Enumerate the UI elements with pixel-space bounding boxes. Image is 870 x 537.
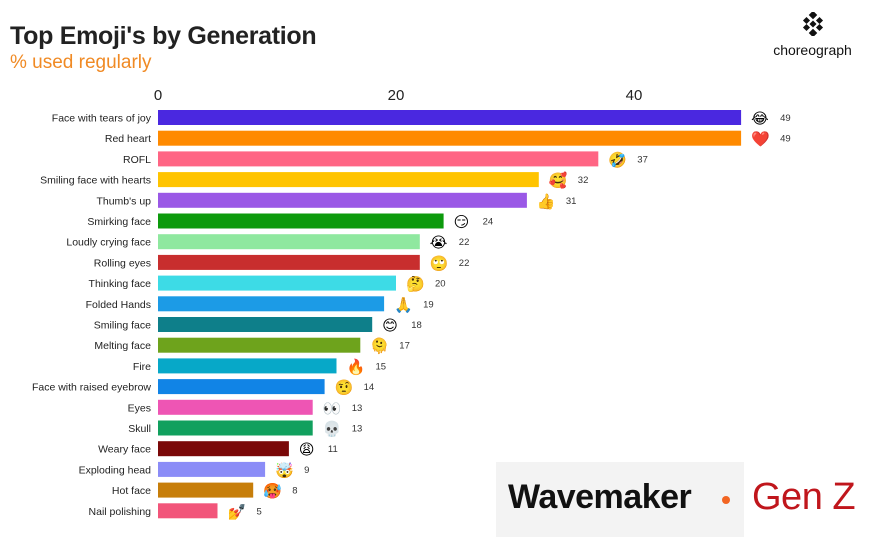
value-label: 24	[483, 217, 494, 228]
bar	[158, 213, 444, 229]
category-label: ROFL	[123, 154, 151, 166]
value-label: 13	[352, 403, 363, 414]
category-label: Weary face	[98, 444, 151, 456]
chart-title: Top Emoji's by Generation	[10, 22, 317, 50]
value-label: 17	[399, 341, 410, 352]
category-label: Face with raised eyebrow	[32, 382, 151, 394]
category-label: Smiling face with hearts	[40, 175, 151, 187]
emoji-icon: 😊	[382, 317, 398, 335]
bar	[158, 151, 599, 167]
value-label: 49	[780, 113, 791, 124]
value-label: 13	[352, 424, 363, 435]
emoji-icon: 🙏	[394, 296, 413, 314]
emoji-icon: 🙄	[430, 254, 449, 272]
category-label: Nail polishing	[89, 506, 152, 518]
category-label: Smirking face	[87, 216, 151, 228]
bar	[158, 399, 313, 415]
emoji-icon: 🤯	[275, 461, 294, 479]
bar	[158, 296, 385, 312]
category-label: Hot face	[112, 485, 151, 497]
bar	[158, 420, 313, 436]
emoji-icon: 😭	[430, 234, 448, 252]
value-label: 11	[328, 444, 338, 455]
emoji-icon: 👍	[537, 192, 556, 210]
wavemaker-logo: Wavemaker	[496, 462, 744, 537]
bar	[158, 358, 337, 374]
choreograph-logo: choreograph	[765, 10, 860, 58]
bar	[158, 379, 325, 395]
bar	[158, 503, 218, 519]
category-label: Melting face	[94, 340, 151, 352]
bar	[158, 317, 373, 332]
chart-subtitle: % used regularly	[10, 52, 152, 73]
emoji-icon: 😂	[751, 110, 769, 128]
category-label: Face with tears of joy	[52, 113, 152, 125]
emoji-icon: 💀	[323, 420, 342, 438]
generation-label: Gen Z	[752, 476, 856, 518]
emoji-icon: 🥰	[549, 171, 568, 190]
category-label: Thumb's up	[96, 195, 151, 207]
category-label: Red heart	[105, 133, 151, 145]
bar	[158, 275, 396, 291]
emoji-icon: 🤔	[406, 275, 425, 293]
category-label: Exploding head	[79, 464, 152, 476]
value-label: 20	[435, 279, 446, 290]
value-label: 19	[423, 299, 434, 310]
value-label: 31	[566, 196, 577, 207]
category-label: Loudly crying face	[66, 237, 151, 249]
category-label: Smiling face	[94, 320, 151, 332]
value-label: 22	[459, 258, 470, 269]
category-label: Skull	[128, 423, 151, 435]
bar	[158, 172, 539, 188]
value-label: 22	[459, 237, 470, 248]
value-label: 15	[376, 361, 387, 372]
x-tick-label: 20	[388, 87, 405, 104]
bar	[158, 461, 266, 477]
emoji-icon: 👀	[323, 399, 342, 417]
choreograph-logo-icon	[802, 10, 823, 38]
value-label: 9	[304, 465, 309, 476]
wavemaker-logo-dot	[722, 496, 730, 504]
emoji-icon: 🫠	[370, 336, 389, 355]
bar	[158, 337, 361, 353]
bar	[158, 441, 289, 457]
category-label: Folded Hands	[86, 299, 151, 311]
bar	[158, 482, 254, 498]
emoji-icon: 😩	[299, 441, 315, 459]
bar	[158, 234, 420, 250]
emoji-icon: 🤣	[607, 151, 627, 170]
wavemaker-logo-text: Wavemaker	[508, 478, 692, 516]
choreograph-logo-text: choreograph	[773, 42, 852, 58]
x-tick-label: 0	[154, 87, 162, 104]
category-label: Thinking face	[89, 278, 152, 290]
category-label: Eyes	[128, 402, 151, 414]
value-label: 37	[637, 154, 648, 165]
value-label: 18	[411, 320, 422, 331]
bar	[158, 254, 420, 270]
bar	[158, 130, 742, 146]
bar	[158, 192, 527, 208]
emoji-icon: 😏	[454, 213, 470, 231]
value-label: 49	[780, 134, 791, 145]
emoji-icon: 💅	[228, 503, 247, 521]
value-label: 8	[292, 486, 297, 497]
emoji-icon: 🔥	[347, 358, 366, 376]
bar	[158, 110, 742, 125]
category-label: Rolling eyes	[94, 257, 151, 269]
x-tick-label: 40	[626, 87, 643, 104]
value-label: 5	[257, 506, 262, 517]
value-label: 32	[578, 175, 589, 186]
emoji-icon: 🥵	[263, 482, 282, 500]
emoji-icon: 🤨	[335, 379, 354, 397]
emoji-icon: ❤️	[751, 130, 770, 148]
category-label: Fire	[133, 361, 151, 373]
value-label: 14	[364, 382, 375, 393]
